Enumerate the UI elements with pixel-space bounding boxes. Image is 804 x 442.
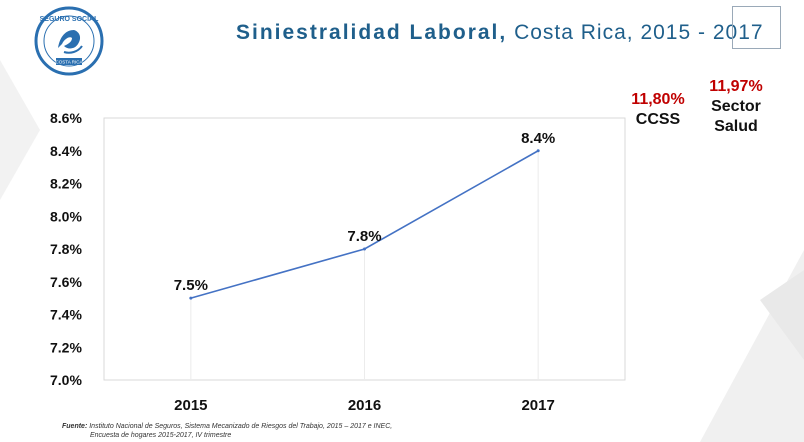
source-note: Fuente: Instituto Nacional de Seguros, S… (62, 422, 582, 440)
data-point (536, 149, 540, 153)
data-point (189, 296, 193, 300)
data-label: 7.5% (174, 277, 208, 294)
page-title: Siniestralidad Laboral, Costa Rica, 2015… (236, 18, 764, 48)
sector-salud-value: 11,97% (709, 78, 763, 95)
ccss-value: 11,80% (631, 91, 685, 108)
y-tick-label: 7.6% (50, 274, 82, 290)
y-tick-label: 8.4% (50, 143, 82, 159)
y-tick-label: 7.2% (50, 339, 82, 355)
y-tick-label: 8.0% (50, 208, 82, 224)
y-tick-label: 7.4% (50, 307, 82, 323)
seguro-social-logo: SEGURO SOCIAL COSTA RICA (34, 6, 104, 76)
title-rest: Costa Rica, 2015 - 2017 (514, 21, 764, 44)
x-tick-label: 2016 (348, 397, 381, 414)
y-tick-label: 7.0% (50, 372, 82, 388)
data-label: 7.8% (347, 228, 381, 245)
x-tick-label: 2015 (174, 397, 207, 414)
title-bold: Siniestralidad Laboral, (236, 21, 508, 44)
title-frame (732, 6, 781, 49)
data-point (363, 247, 366, 251)
logo-text-bottom: COSTA RICA (56, 60, 83, 65)
source-label: Fuente: (62, 423, 88, 430)
source-line1: Instituto Nacional de Seguros, Sistema M… (89, 423, 393, 430)
data-label: 8.4% (521, 130, 555, 147)
logo-text-top: SEGURO SOCIAL (40, 16, 99, 23)
y-tick-label: 8.6% (50, 110, 82, 126)
ccss-label: CCSS (635, 111, 681, 128)
ccss-stat: 11,80% CCSS (625, 90, 691, 130)
sector-salud-stat: 11,97% Sector Salud (700, 77, 772, 137)
y-tick-label: 7.8% (50, 241, 82, 257)
sector-salud-label: Sector Salud (711, 98, 761, 135)
source-line2: Encuesta de hogares 2015-2017, IV trimes… (90, 432, 232, 439)
x-tick-label: 2017 (521, 397, 554, 414)
y-tick-label: 8.2% (50, 176, 82, 192)
